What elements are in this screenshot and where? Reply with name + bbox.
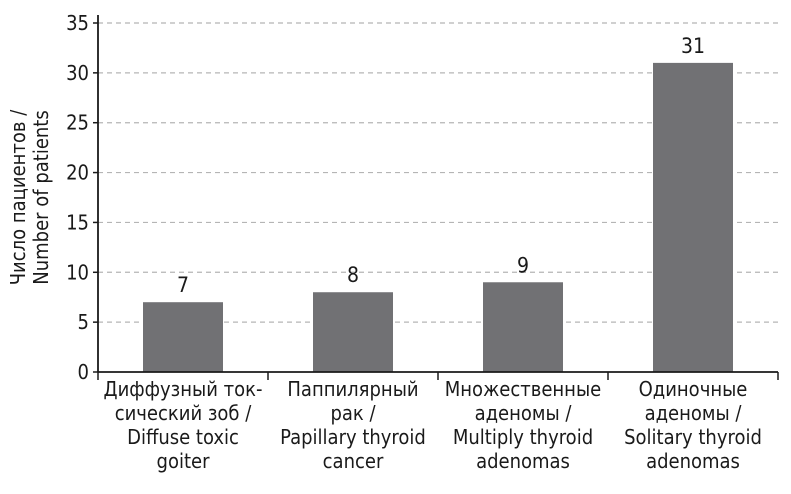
- category-label-line: goiter: [157, 449, 211, 473]
- bars: [143, 62, 733, 373]
- category-label: Паппилярный рак / Papillary thyroid cancer: [280, 377, 426, 473]
- category-label-line: рак /: [330, 401, 376, 425]
- y-tick-label: 10: [66, 260, 89, 284]
- category-label-line: Solitary thyroid: [624, 425, 762, 449]
- data-label: 7: [177, 273, 189, 297]
- y-tick-label: 5: [78, 310, 89, 334]
- category-label-line: adenomas: [646, 449, 740, 473]
- data-labels: 7 8 9 31: [177, 34, 705, 297]
- data-label: 8: [347, 263, 359, 287]
- category-label-line: Диффузный ток-: [104, 377, 263, 401]
- y-tick-label: 15: [66, 210, 89, 234]
- y-tick-label: 25: [66, 111, 89, 135]
- category-label-line: сический зоб /: [115, 401, 253, 425]
- y-tick-label: 30: [66, 61, 89, 85]
- category-label-line: аденомы /: [475, 401, 573, 425]
- category-label: Множественные аденомы / Multiply thyroid ad…: [445, 377, 601, 473]
- bar: [313, 292, 393, 372]
- category-label: Диффузный ток-сический зоб / Diffuse toxi…: [104, 377, 263, 473]
- category-label-line: adenomas: [476, 449, 570, 473]
- y-axis-title-line: Число пациентов /: [6, 109, 30, 286]
- category-label-line: Одиночные: [639, 377, 748, 401]
- category-label-line: Multiply thyroid: [453, 425, 593, 449]
- y-axis-title-line: Number of patients: [29, 110, 53, 284]
- data-label: 31: [681, 34, 705, 58]
- category-label-line: Diffuse toxic: [127, 425, 239, 449]
- y-tick-labels: 0 5 10 15 20 25 30 35: [66, 11, 89, 384]
- category-label-line: аденомы /: [645, 401, 743, 425]
- y-tick-label: 20: [66, 161, 89, 185]
- axes: [93, 15, 779, 380]
- category-label-line: Papillary thyroid: [280, 425, 426, 449]
- category-labels: Диффузный ток-сический зоб / Diffuse toxi…: [104, 377, 762, 473]
- y-tick-label: 0: [78, 360, 89, 384]
- bar: [653, 62, 733, 373]
- bar: [143, 302, 223, 372]
- category-label-line: Паппилярный: [287, 377, 418, 401]
- data-label: 9: [517, 253, 529, 277]
- bar: [483, 282, 563, 372]
- y-tick-label: 35: [66, 11, 89, 35]
- category-label-line: Множественные: [445, 377, 601, 401]
- y-axis-title: Число пациентов /Number of patients: [6, 109, 53, 286]
- category-label-line: cancer: [323, 449, 384, 473]
- y-axis-title-text: Число пациентов /Number of patients: [6, 109, 53, 286]
- category-label: Одиночные аденомы / Solitary thyroid adenom…: [624, 377, 762, 473]
